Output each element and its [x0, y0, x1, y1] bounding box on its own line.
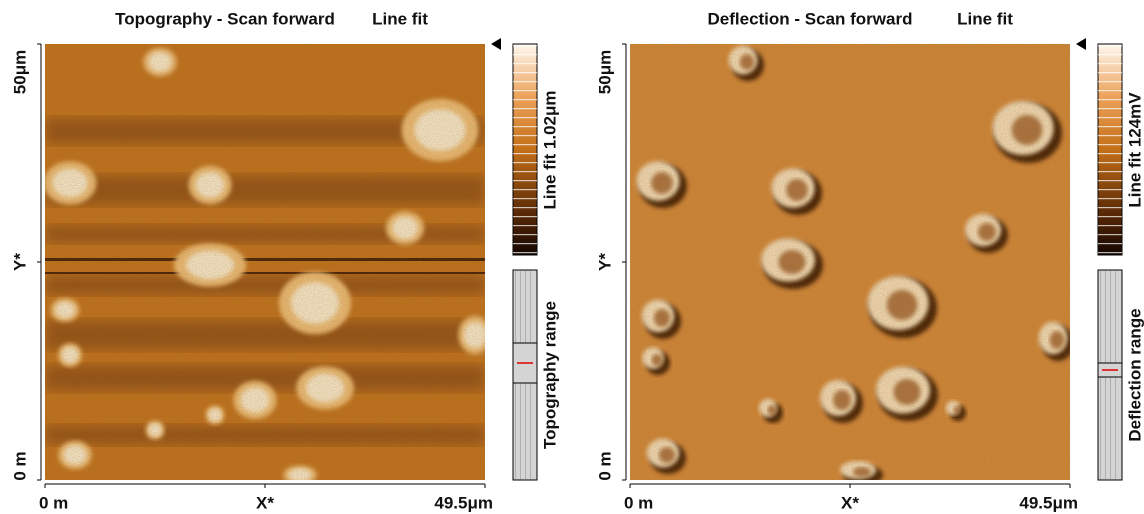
colorbar-label: Line fit 1.02μm: [540, 90, 559, 209]
x-axis-label: 49.5μm: [1019, 493, 1078, 512]
page: Topography - Scan forward Line fit 50μm Y* 0…: [0, 0, 1144, 514]
colorbar-stripes: [513, 44, 537, 255]
x-axis-label: X*: [841, 493, 859, 512]
panel-title: Deflection - Scan forward: [708, 9, 913, 28]
range-label: Topography range: [540, 301, 559, 449]
topography-image: [44, 44, 492, 485]
noise: [630, 44, 1070, 480]
fit-mode: Line fit: [957, 9, 1013, 28]
deflection-image: [630, 44, 1074, 485]
range-label: Deflection range: [1125, 308, 1144, 441]
marker: [1076, 38, 1086, 50]
y-axis-label: Y*: [595, 253, 614, 271]
x-axis-label: X*: [256, 493, 274, 512]
x-axis-label: 49.5μm: [434, 493, 493, 512]
y-axis-label: 0 m: [10, 451, 29, 480]
image-content: [630, 44, 1074, 485]
colorbar-stripes: [1098, 44, 1122, 255]
panel-title: Topography - Scan forward: [115, 9, 335, 28]
marker: [491, 38, 501, 50]
y-axis-label: 0 m: [595, 451, 614, 480]
colorbar-label: Line fit 124mV: [1125, 92, 1144, 208]
scan-panel: Topography - Scan forward Line fit 50μm Y* 0…: [10, 9, 559, 512]
fit-mode: Line fit: [372, 9, 428, 28]
noise: [45, 44, 485, 480]
afm-view: Topography - Scan forward Line fit 50μm Y* 0…: [0, 0, 1144, 514]
x-axis-label: 0 m: [624, 493, 653, 512]
scan-panel: Deflection - Scan forward Line fit 50μm Y* 0…: [595, 9, 1144, 512]
x-axis-label: 0 m: [39, 493, 68, 512]
image-content: [44, 44, 492, 485]
y-axis-label: 50μm: [595, 50, 614, 94]
y-axis-label: Y*: [10, 253, 29, 271]
y-axis-label: 50μm: [10, 50, 29, 94]
